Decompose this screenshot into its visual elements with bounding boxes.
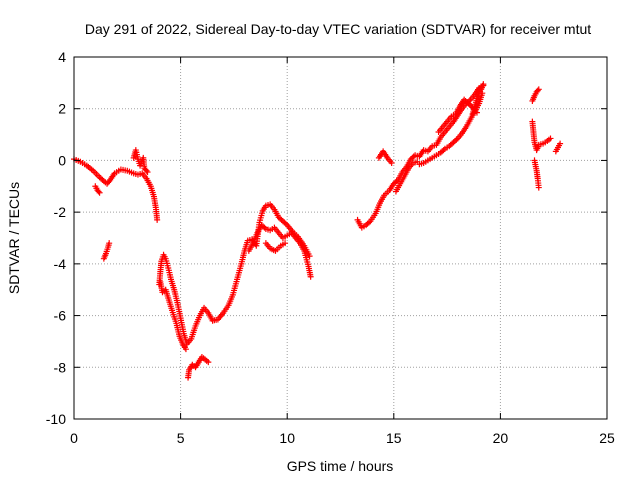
data-point	[106, 240, 113, 247]
plot-frame	[73, 56, 608, 420]
y-tick-label: 4	[58, 49, 66, 65]
data-point	[306, 253, 313, 260]
y-axis-label: SDTVAR / TECUs	[6, 182, 22, 294]
y-tick-label: 2	[58, 101, 66, 117]
data-point	[144, 169, 151, 176]
axis-ticks: 0 5 10 15 20 25 -10 -8 -6 -4 -2 0 2 4	[46, 49, 615, 446]
x-axis-label: GPS time / hours	[287, 458, 394, 474]
data-point	[96, 189, 103, 196]
data-point	[205, 359, 212, 366]
x-tick-label: 15	[386, 430, 402, 446]
data-point	[473, 109, 480, 116]
y-tick-label: -8	[54, 359, 67, 375]
data-series	[71, 81, 564, 381]
y-tick-label: -4	[54, 256, 67, 272]
data-point	[534, 87, 541, 94]
x-tick-label: 0	[70, 430, 78, 446]
data-point	[547, 135, 554, 142]
data-point	[557, 140, 564, 147]
data-point	[388, 160, 395, 167]
x-tick-label: 5	[177, 430, 185, 446]
data-point	[154, 216, 161, 223]
y-tick-label: -6	[54, 308, 67, 324]
grid	[74, 57, 607, 419]
y-tick-label: 0	[58, 152, 66, 168]
y-tick-label: -10	[46, 411, 66, 427]
data-point	[307, 273, 314, 280]
data-point	[143, 167, 150, 174]
x-tick-label: 25	[599, 430, 615, 446]
x-tick-label: 20	[493, 430, 509, 446]
data-point	[282, 240, 289, 247]
data-point	[535, 86, 542, 93]
y-tick-label: -2	[54, 204, 67, 220]
chart-title: Day 291 of 2022, Sidereal Day-to-day VTE…	[85, 21, 591, 37]
data-point	[95, 188, 102, 195]
data-point	[480, 81, 487, 88]
x-tick-label: 10	[279, 430, 295, 446]
data-point	[182, 346, 189, 353]
series-sdtvar	[71, 81, 564, 381]
data-point	[535, 184, 542, 191]
